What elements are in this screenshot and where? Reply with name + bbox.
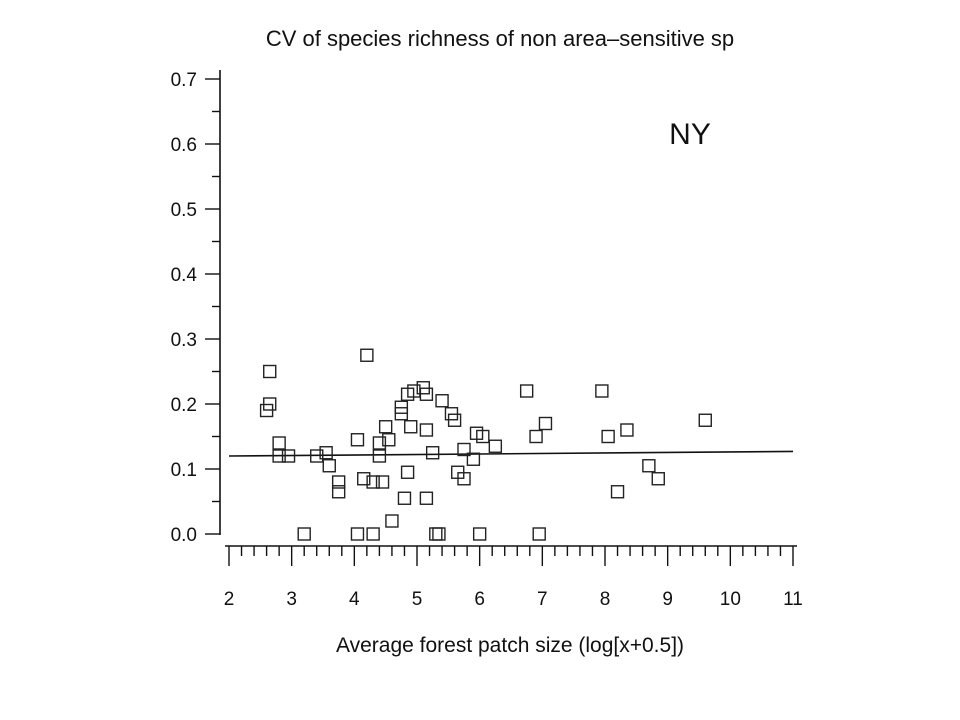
data-point: [319, 446, 333, 460]
data-point: [272, 436, 286, 450]
data-point: [457, 472, 471, 486]
data-point: [432, 527, 446, 541]
x-tick-label: 7: [537, 589, 548, 610]
data-point: [385, 514, 399, 528]
data-point: [372, 436, 387, 450]
data-point: [375, 475, 390, 489]
data-point: [263, 364, 277, 379]
x-tick-label: 9: [662, 589, 673, 610]
data-point: [394, 407, 409, 421]
x-tick-label: 8: [600, 589, 611, 610]
data-point: [281, 449, 296, 463]
data-point: [272, 449, 286, 463]
data-point: [366, 527, 380, 541]
y-tick-label: 0.4: [171, 265, 198, 286]
x-tick-label: 2: [224, 589, 235, 610]
data-point: [297, 527, 311, 541]
data-point: [651, 472, 665, 486]
data-point: [397, 491, 412, 505]
data-point: [366, 475, 380, 489]
data-point: [595, 384, 609, 398]
x-tick-label: 10: [720, 589, 741, 610]
x-tick-label: 5: [412, 589, 423, 610]
data-point: [538, 416, 553, 431]
data-point: [350, 433, 365, 447]
data-point: [400, 465, 415, 479]
data-point: [419, 423, 434, 437]
y-tick-label: 0.3: [171, 330, 197, 351]
data-points: [259, 348, 712, 541]
y-tick-label: 0.7: [171, 70, 197, 91]
y-axis-ticks: 0.0 0.1 0.2 0.3 0.4 0.5 0.6 0.7: [171, 70, 220, 546]
data-point: [419, 491, 434, 505]
x-tick-label: 3: [286, 589, 297, 610]
data-point: [488, 439, 503, 453]
data-point: [519, 384, 534, 398]
x-tick-label: 4: [349, 589, 360, 610]
data-point: [425, 446, 440, 460]
data-point: [372, 449, 387, 463]
x-tick-label: 6: [474, 589, 485, 610]
data-point: [357, 472, 371, 486]
data-point: [466, 452, 481, 466]
chart-title: CV of species richness of non area–sensi…: [266, 26, 734, 51]
data-point: [476, 429, 490, 444]
data-point: [601, 429, 615, 444]
data-point: [331, 485, 346, 499]
y-tick-label: 0.2: [171, 395, 197, 416]
y-tick-label: 0.6: [171, 135, 197, 156]
data-point: [310, 449, 324, 463]
data-point: [620, 423, 634, 437]
data-point: [447, 413, 462, 427]
data-point: [529, 429, 543, 444]
data-point: [404, 420, 418, 434]
chart-annotation-ny: NY: [669, 118, 711, 151]
y-tick-label: 0.5: [171, 200, 197, 221]
data-point: [532, 527, 546, 541]
regression-line: [228, 450, 794, 457]
data-point: [378, 420, 393, 434]
x-axis-ticks: 2 3 4 5 6 7 8 9 10 11: [224, 546, 803, 610]
data-point: [331, 475, 346, 489]
x-axis-title: Average forest patch size (log[x+0.5]): [336, 634, 684, 657]
data-point: [322, 459, 336, 473]
y-tick-label: 0.0: [171, 525, 197, 546]
y-tick-label: 0.1: [171, 460, 197, 481]
data-point: [382, 433, 396, 447]
fit-line-group: [228, 450, 794, 457]
x-tick-label: 11: [783, 589, 803, 610]
data-point: [360, 348, 374, 362]
data-point: [350, 527, 365, 541]
data-point: [429, 527, 443, 541]
data-point: [642, 459, 656, 473]
data-point: [472, 527, 487, 541]
data-point: [698, 413, 712, 427]
data-point: [435, 394, 449, 408]
data-point: [457, 442, 471, 457]
data-point: [259, 403, 274, 418]
data-point: [419, 387, 434, 401]
data-point: [610, 485, 625, 499]
